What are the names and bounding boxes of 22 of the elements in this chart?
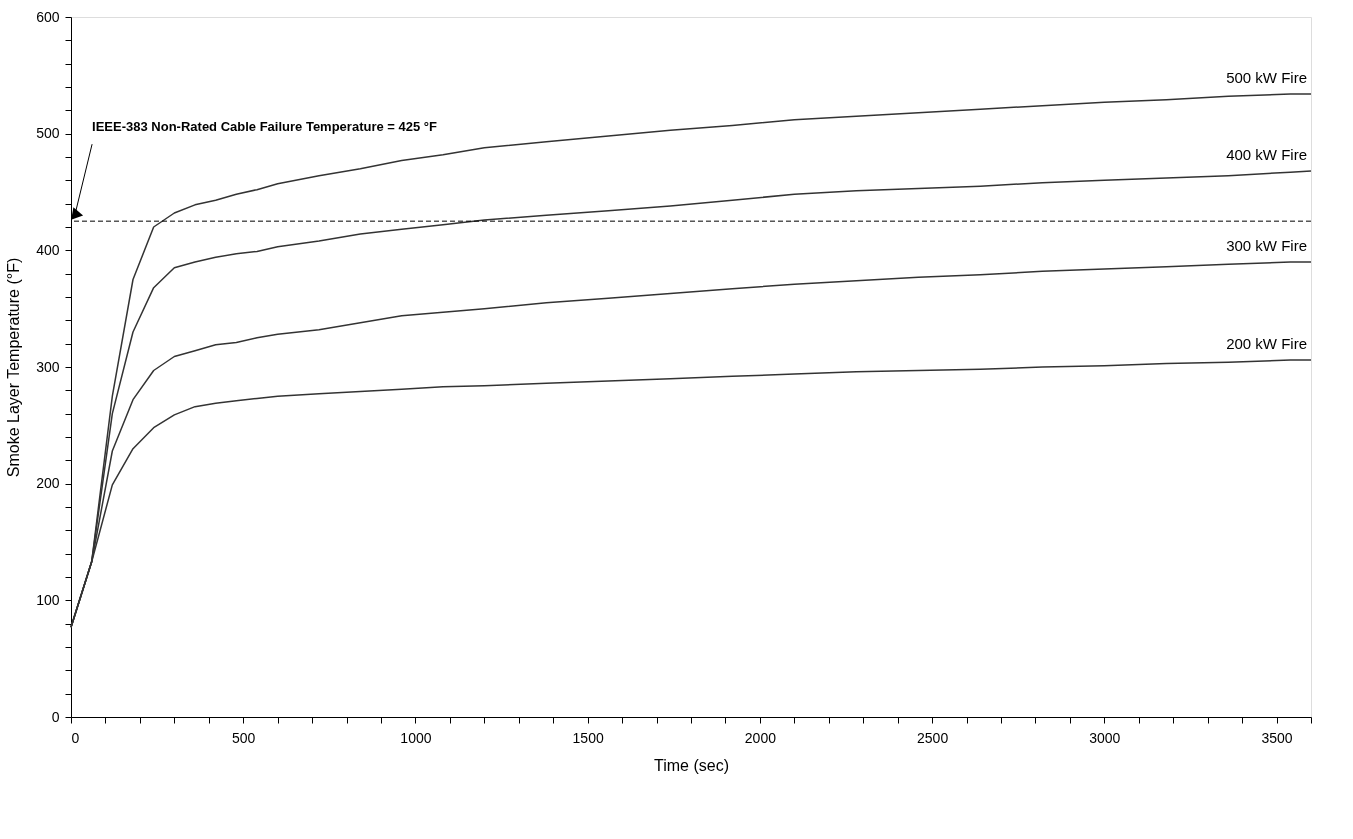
x-axis-title: Time (sec): [654, 756, 729, 774]
y-tick-label: 300: [36, 358, 60, 375]
y-tick-label: 100: [36, 591, 60, 608]
x-tick-label: 1500: [572, 729, 604, 746]
y-tick-label: 200: [36, 475, 60, 492]
y-tick-label: 400: [36, 241, 60, 258]
x-tick-label: 0: [71, 729, 80, 746]
y-tick-label: 0: [51, 708, 60, 725]
x-tick-label: 3500: [1261, 729, 1293, 746]
x-tick-label: 1000: [400, 729, 432, 746]
x-tick-label: 500: [232, 729, 256, 746]
x-tick-label: 3000: [1089, 729, 1121, 746]
ref-line-label: IEEE-383 Non-Rated Cable Failure Temperature = 425 °F: [92, 119, 438, 135]
y-tick-label: 600: [36, 8, 60, 25]
x-tick-label: 2500: [917, 729, 949, 746]
x-tick-label: 2000: [744, 729, 777, 746]
series-label: 300 kW Fire: [1226, 237, 1307, 254]
y-axis-title: Smoke Layer Temperature (°F): [5, 257, 23, 478]
series-label: 500 kW Fire: [1226, 69, 1307, 86]
series-label: 200 kW Fire: [1226, 335, 1307, 352]
series-label: 400 kW Fire: [1226, 146, 1307, 163]
y-tick-label: 500: [36, 125, 60, 142]
